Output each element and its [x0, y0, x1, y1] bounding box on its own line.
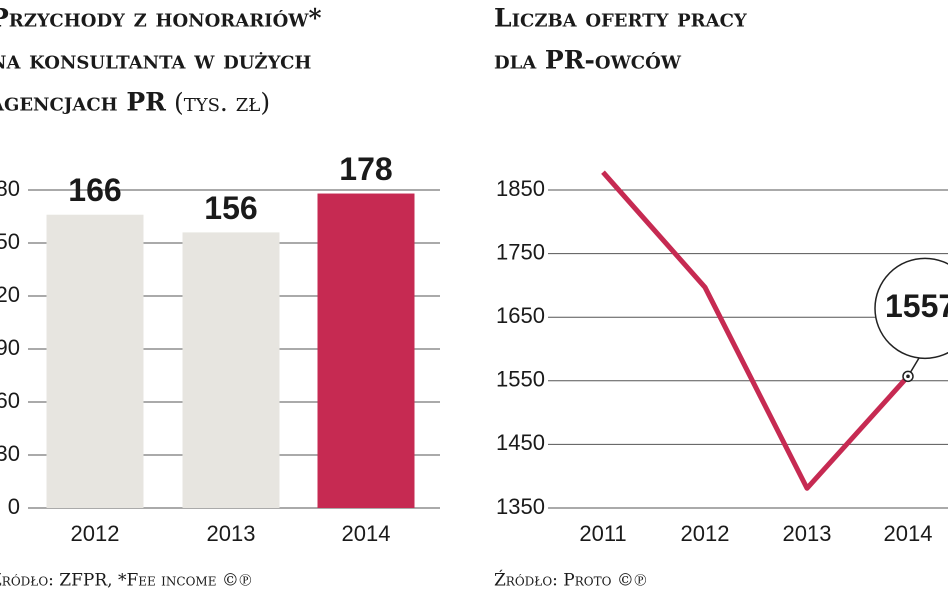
x-tick-label: 2014 [884, 521, 933, 546]
y-tick-label: 0 [8, 494, 20, 519]
chart-title: Liczba oferty pracy [494, 4, 748, 33]
source: Źródło: ZFPR, *Fee income ©℗ [0, 570, 252, 591]
line [601, 170, 910, 491]
y-tick-label: 180 [0, 176, 20, 201]
chart-title: na konsultanta w dużych [0, 46, 311, 75]
x-tick-label: 2011 [579, 521, 626, 546]
bar [317, 193, 415, 509]
y-tick-label: 1750 [496, 239, 545, 264]
title-unit: (tys. zł) [174, 88, 270, 117]
callout-bubble [874, 257, 948, 360]
y-tick-label: 1350 [496, 494, 545, 519]
y-tick-label: 90 [0, 335, 20, 360]
callout-label: 1557 [885, 288, 948, 324]
y-tick-label: 150 [0, 229, 20, 254]
y-tick-label: 60 [0, 388, 20, 413]
y-tick-label: 1850 [496, 176, 545, 201]
value-label: 166 [68, 172, 121, 208]
point-dot [906, 374, 910, 379]
chart-title: dla PR-owców [494, 46, 682, 75]
x-tick-label: 2013 [783, 521, 832, 546]
y-tick-label: 120 [0, 282, 20, 307]
value-label: 156 [204, 190, 257, 226]
source: Źródło: Proto ©℗ [494, 570, 647, 591]
x-tick-label: 2012 [681, 521, 730, 546]
y-tick-label: 1550 [496, 367, 545, 392]
bar [46, 214, 144, 508]
value-label: 178 [339, 151, 392, 187]
y-tick-label: 30 [0, 441, 20, 466]
y-tick-label: 1450 [496, 430, 545, 455]
bar [182, 232, 280, 508]
chart-title: agencjach PR (tys. zł) [0, 88, 270, 117]
chart-title: Przychody z honorariów* [0, 4, 322, 33]
x-tick-label: 2013 [207, 521, 256, 546]
x-tick-label: 2014 [342, 521, 391, 546]
y-tick-label: 1650 [496, 303, 545, 328]
x-tick-label: 2012 [71, 521, 120, 546]
